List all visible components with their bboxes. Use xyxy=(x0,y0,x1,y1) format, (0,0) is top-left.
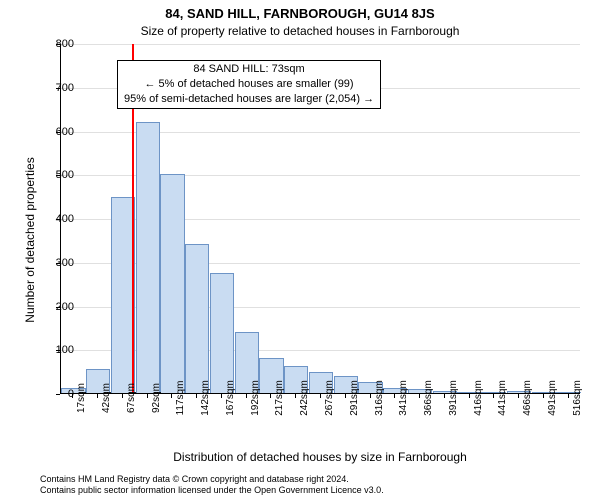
x-tick-label: 316sqm xyxy=(374,380,385,416)
x-tick-label: 291sqm xyxy=(349,380,360,416)
x-tick-mark xyxy=(444,394,445,398)
y-tick-mark xyxy=(56,350,60,351)
x-tick-label: 67sqm xyxy=(126,383,137,413)
x-tick-label: 17sqm xyxy=(76,383,87,413)
x-tick-mark xyxy=(147,394,148,398)
x-tick-label: 217sqm xyxy=(274,380,285,416)
x-tick-mark xyxy=(419,394,420,398)
footer-attribution: Contains HM Land Registry data © Crown c… xyxy=(40,474,384,497)
y-tick-mark xyxy=(56,263,60,264)
x-tick-label: 366sqm xyxy=(423,380,434,416)
x-tick-mark xyxy=(171,394,172,398)
x-tick-mark xyxy=(320,394,321,398)
annotation-line-3: 95% of semi-detached houses are larger (… xyxy=(124,92,374,107)
x-tick-mark xyxy=(543,394,544,398)
y-tick-mark xyxy=(56,44,60,45)
chart-container: 84, SAND HILL, FARNBOROUGH, GU14 8JS Siz… xyxy=(0,0,600,500)
gridline xyxy=(61,44,580,45)
x-tick-label: 167sqm xyxy=(225,380,236,416)
plot-area: 84 SAND HILL: 73sqm ← 5% of detached hou… xyxy=(60,44,580,394)
y-tick-label: 300 xyxy=(34,257,74,269)
chart-title: 84, SAND HILL, FARNBOROUGH, GU14 8JS xyxy=(0,6,600,21)
y-tick-mark xyxy=(56,88,60,89)
x-tick-label: 192sqm xyxy=(250,380,261,416)
x-tick-mark xyxy=(295,394,296,398)
x-tick-mark xyxy=(221,394,222,398)
y-tick-mark xyxy=(56,132,60,133)
x-tick-mark xyxy=(246,394,247,398)
x-tick-label: 117sqm xyxy=(175,381,186,416)
y-tick-label: 400 xyxy=(34,213,74,225)
x-tick-mark xyxy=(72,394,73,398)
x-tick-label: 416sqm xyxy=(473,380,484,416)
y-tick-label: 500 xyxy=(34,169,74,181)
chart-subtitle: Size of property relative to detached ho… xyxy=(0,24,600,38)
y-tick-label: 800 xyxy=(34,38,74,50)
y-tick-label: 100 xyxy=(34,344,74,356)
x-tick-label: 267sqm xyxy=(324,380,335,416)
x-tick-mark xyxy=(493,394,494,398)
x-axis-label: Distribution of detached houses by size … xyxy=(60,450,580,464)
x-tick-mark xyxy=(394,394,395,398)
x-tick-mark xyxy=(196,394,197,398)
x-tick-mark xyxy=(97,394,98,398)
histogram-bar xyxy=(185,244,209,393)
x-tick-mark xyxy=(270,394,271,398)
histogram-bar xyxy=(136,122,160,393)
x-tick-label: 441sqm xyxy=(497,380,508,416)
x-tick-mark xyxy=(122,394,123,398)
histogram-bar xyxy=(160,174,184,393)
y-tick-label: 200 xyxy=(34,301,74,313)
x-tick-label: 341sqm xyxy=(398,380,409,416)
x-tick-label: 491sqm xyxy=(547,380,558,416)
y-tick-label: 700 xyxy=(34,82,74,94)
y-tick-mark xyxy=(56,175,60,176)
y-tick-label: 600 xyxy=(34,126,74,138)
x-tick-label: 516sqm xyxy=(572,380,583,416)
y-tick-label: 0 xyxy=(34,388,74,400)
x-tick-label: 42sqm xyxy=(101,383,112,413)
x-tick-label: 142sqm xyxy=(200,380,211,416)
footer-line-1: Contains HM Land Registry data © Crown c… xyxy=(40,474,384,485)
x-tick-label: 391sqm xyxy=(448,380,459,416)
histogram-bar xyxy=(210,273,234,393)
x-tick-mark xyxy=(370,394,371,398)
x-tick-mark xyxy=(518,394,519,398)
y-tick-mark xyxy=(56,307,60,308)
annotation-box: 84 SAND HILL: 73sqm ← 5% of detached hou… xyxy=(117,60,381,109)
x-tick-label: 242sqm xyxy=(299,380,310,416)
x-tick-label: 466sqm xyxy=(522,380,533,416)
x-tick-label: 92sqm xyxy=(151,383,162,413)
annotation-line-1: 84 SAND HILL: 73sqm xyxy=(124,62,374,77)
x-tick-mark xyxy=(345,394,346,398)
footer-line-2: Contains public sector information licen… xyxy=(40,485,384,496)
y-tick-mark xyxy=(56,394,60,395)
x-tick-mark xyxy=(568,394,569,398)
x-tick-mark xyxy=(469,394,470,398)
annotation-line-2: ← 5% of detached houses are smaller (99) xyxy=(124,77,374,92)
y-tick-mark xyxy=(56,219,60,220)
